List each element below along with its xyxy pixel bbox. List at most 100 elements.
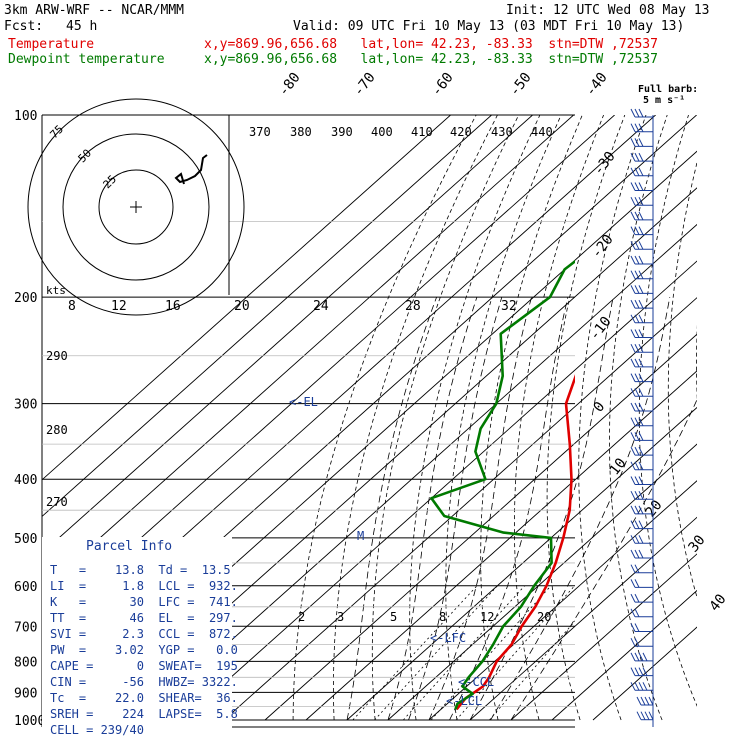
mixing-ratio-label: 20 <box>234 299 250 314</box>
wind-barb <box>630 623 653 632</box>
level-annotation: <-LCL <box>446 694 482 708</box>
hodograph-ring <box>27 98 245 316</box>
wind-barb <box>630 314 653 324</box>
level-annotation: <-LFC <box>430 631 466 645</box>
isotherm-label: -50 <box>507 70 535 100</box>
moist-adiabat <box>510 398 697 721</box>
wind-barb <box>630 226 653 236</box>
wind-barb <box>630 490 653 500</box>
isotherm-label: -80 <box>276 70 304 100</box>
mixing-ratio-label: 3 <box>337 610 344 624</box>
dry-adiabat <box>609 115 668 721</box>
mixing-ratio-label: 20 <box>537 610 551 624</box>
isotherm <box>551 589 697 721</box>
temperature-trace <box>455 374 575 711</box>
wind-barb <box>630 667 653 677</box>
wind-barb <box>630 358 653 368</box>
mixing-ratio-line <box>352 585 478 721</box>
theta-label: 420 <box>450 125 472 139</box>
temperature-location: x,y=869.96,656.68 lat,lon= 42.23, -83.33… <box>204 37 658 52</box>
sounding-traces <box>430 259 575 711</box>
isotherm-label: -60 <box>429 70 457 100</box>
pressure-label: 500 <box>14 532 37 547</box>
moist-adiabat <box>428 296 532 721</box>
wind-barb <box>630 373 653 383</box>
parcel-info-row: CAPE = 0 SWEAT= 195 <box>50 659 238 673</box>
parcel-info-row: SVI = 2.3 CCL = 872. <box>50 627 238 641</box>
dewpoint-location: x,y=869.96,656.68 lat,lon= 42.23, -83.33… <box>204 52 658 67</box>
isotherm <box>223 297 697 721</box>
moist-adiabat <box>490 297 671 721</box>
isotherm <box>42 115 492 518</box>
pressure-label: 600 <box>14 580 37 595</box>
hodograph-ring <box>62 133 210 281</box>
wind-barb <box>630 579 653 588</box>
dry-adiabat <box>696 324 697 402</box>
dewpoint-trace <box>430 259 575 710</box>
mixing-ratio-label: 2 <box>298 610 305 624</box>
wind-barb <box>630 505 653 515</box>
pressure-label: 400 <box>14 473 37 488</box>
pressure-label: 800 <box>14 655 37 670</box>
isotherm-label: -10 <box>587 314 615 344</box>
wind-barb <box>630 593 653 603</box>
wind-barb <box>630 549 653 559</box>
wind-barb <box>630 402 653 412</box>
moist-adiabat <box>408 296 503 721</box>
isotherm <box>592 626 697 721</box>
wind-barb <box>630 152 653 162</box>
isotherm-label: 30 <box>686 532 709 555</box>
wind-barb <box>630 182 653 191</box>
model-title: 3km ARW-WRF -- NCAR/MMM <box>4 3 185 18</box>
wind-barb <box>630 682 653 691</box>
hodograph-ring <box>98 169 174 245</box>
isotherm <box>264 333 697 721</box>
isotherm <box>305 370 697 721</box>
dry-adiabat <box>371 115 520 721</box>
wind-barb <box>630 432 653 441</box>
theta-label: 390 <box>331 125 353 139</box>
theta-label: 290 <box>46 349 68 363</box>
parcel-info-row: PW = 3.02 YGP = 0.0 <box>50 643 238 657</box>
dry-adiabats <box>292 115 740 721</box>
parcel-info-panel <box>42 537 232 740</box>
moist-adiabat <box>469 297 614 721</box>
dry-adiabat <box>514 115 604 721</box>
isotherm <box>42 115 451 481</box>
wind-barb <box>630 343 653 353</box>
wind-barb <box>630 476 653 485</box>
isotherm <box>42 115 574 591</box>
wind-barb <box>630 329 653 338</box>
dry-adiabat <box>667 160 697 599</box>
parcel-info-row: K = 30 LFC = 741. <box>50 595 238 609</box>
wind-barb <box>630 138 653 147</box>
wind-barb <box>630 167 653 177</box>
barb-legend-line2: 5 m s⁻¹ <box>643 95 686 106</box>
pressure-label: 900 <box>14 686 37 701</box>
level-annotations: <-EL <-LFC <-CCL <-LCL M <box>289 395 494 708</box>
parcel-info-title: Parcel Info <box>86 539 173 554</box>
dry-adiabat <box>724 115 740 720</box>
theta-label: 430 <box>491 125 513 139</box>
theta-label: 440 <box>531 125 553 139</box>
pressure-label: 200 <box>14 291 37 306</box>
parcel-info-row: T = 13.8 Td = 13.5 <box>50 563 231 577</box>
parcel-info-row: CIN = -56 HWBZ= 3322. <box>50 675 238 689</box>
hodograph-unit-label: kts <box>46 284 66 297</box>
isotherm-label: 0 <box>591 399 609 415</box>
pressure-label: 300 <box>14 398 37 413</box>
mixing-ratio-label: 8 <box>68 299 76 314</box>
isotherm-label: -30 <box>591 149 619 179</box>
wind-barb <box>630 608 653 618</box>
wind-barb <box>636 711 654 721</box>
pressure-label: 1000 <box>14 714 45 729</box>
wind-barb <box>630 108 653 118</box>
wind-barb <box>630 652 653 662</box>
wind-barb <box>630 270 653 280</box>
temperature-legend: Temperature <box>8 37 95 52</box>
isotherm <box>141 223 697 721</box>
wind-barb <box>636 696 654 706</box>
parcel-info-row: Tc = 22.0 SHEAR= 36. <box>50 691 238 705</box>
wind-barbs <box>630 108 654 727</box>
level-annotation: <-CCL <box>458 675 494 689</box>
